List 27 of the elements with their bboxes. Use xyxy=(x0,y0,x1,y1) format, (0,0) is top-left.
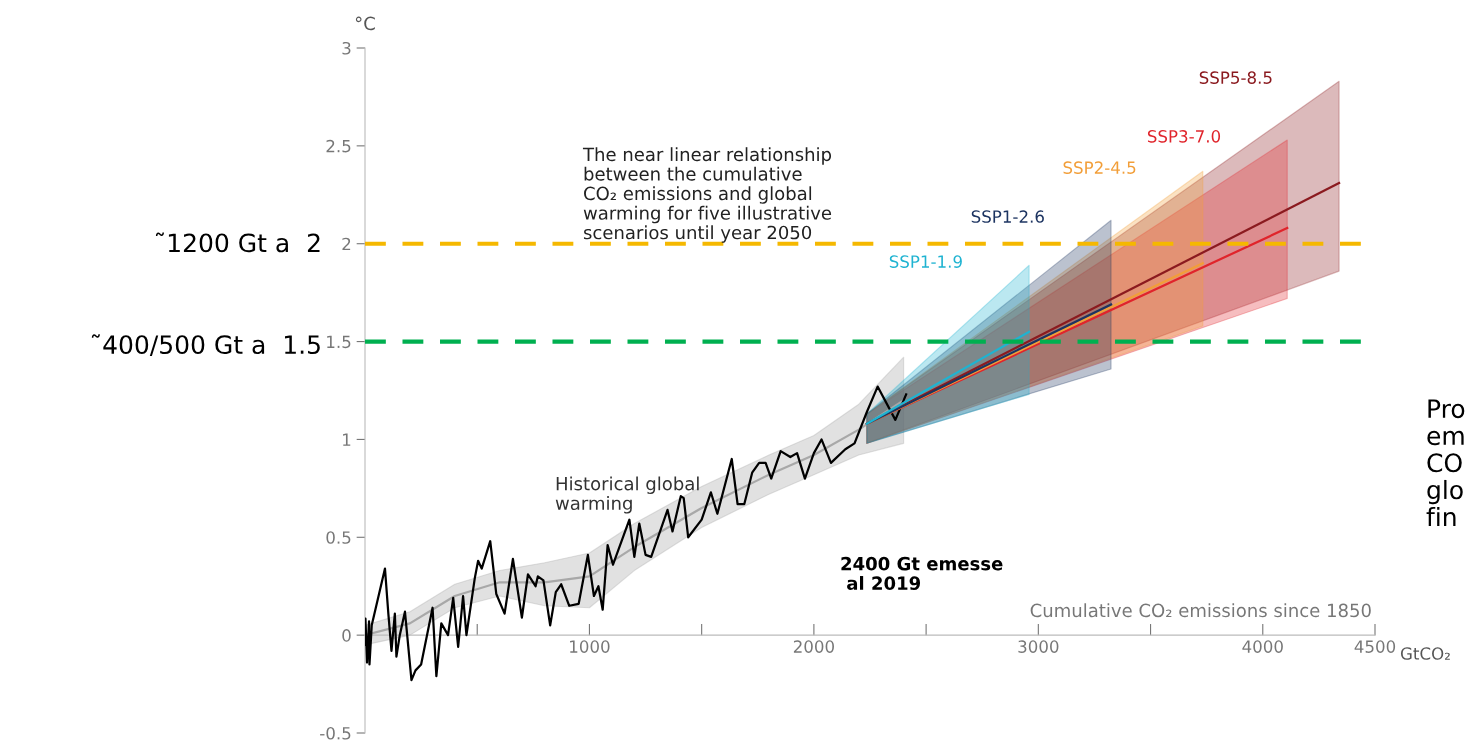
x-tick-label: 2000 xyxy=(793,640,834,653)
annotation: The near linear relationship between the cumulative CO₂ emissions and global warming for five illustrative scenarios until year 2050 xyxy=(582,147,832,243)
ref-line-label: ˜1200 Gt a 2 xyxy=(155,232,320,253)
x-tick-label: 3000 xyxy=(1018,640,1059,653)
ref-line-label: ˜400/500 Gt a 1.5 xyxy=(91,334,320,357)
x-tick-label: 4000 xyxy=(1242,640,1283,653)
text: Pro em CO glo fin xyxy=(1426,399,1465,526)
x-axis-title: GtCO₂ xyxy=(1400,647,1450,660)
text: SSP2-4.5 xyxy=(1063,161,1136,174)
y-tick-label: -0.5 xyxy=(320,726,351,740)
annotation: Historical global warming xyxy=(555,476,699,514)
x-tick-label: 4500 xyxy=(1354,640,1396,653)
text: SSP5-8.5 xyxy=(1199,71,1272,84)
text: SSP1-1.9 xyxy=(889,255,962,268)
y-tick-label: 1.5 xyxy=(327,335,351,349)
y-tick-label: 2.5 xyxy=(326,139,351,153)
y-tick-label: 1 xyxy=(343,433,351,446)
annotation: Cumulative CO₂ emissions since 1850 xyxy=(1030,603,1371,618)
annotation: 2400 Gt emesse al 2019 xyxy=(841,556,1003,591)
y-axis-title: °C xyxy=(355,16,375,31)
y-tick-label: 0 xyxy=(342,629,351,642)
y-tick-label: 0.5 xyxy=(326,531,351,544)
y-tick-label: 3 xyxy=(342,41,351,55)
text: SSP1-2.6 xyxy=(971,210,1044,223)
y-tick-label: 2 xyxy=(342,237,351,251)
text: SSP3-7.0 xyxy=(1147,130,1221,143)
x-tick-label: 1000 xyxy=(570,640,610,653)
